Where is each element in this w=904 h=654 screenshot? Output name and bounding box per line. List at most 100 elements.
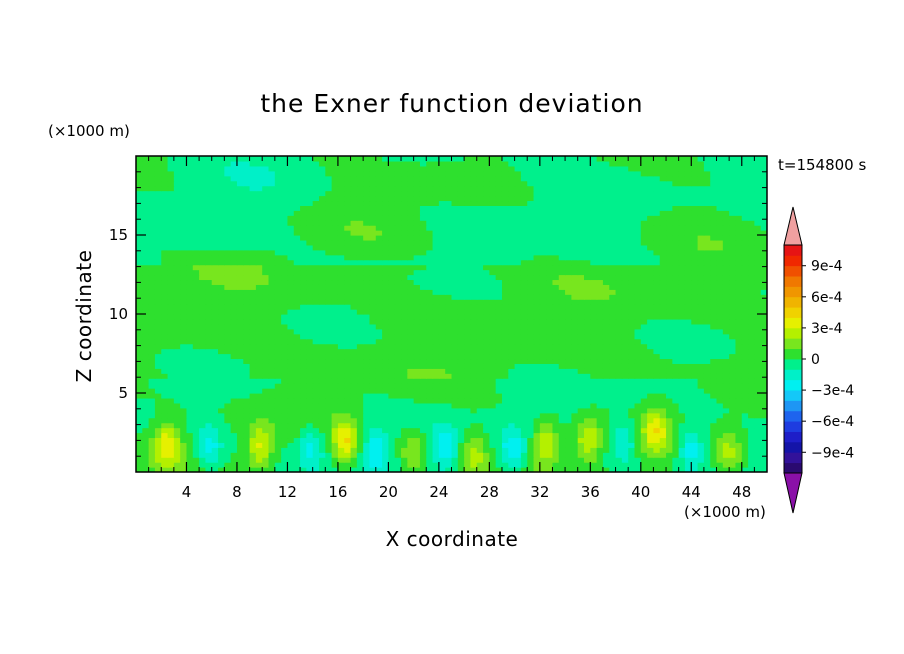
field-cell bbox=[445, 437, 453, 443]
field-cell bbox=[640, 294, 648, 300]
field-cell bbox=[527, 289, 535, 295]
field-cell bbox=[464, 304, 472, 310]
field-cell bbox=[520, 309, 528, 315]
field-cell bbox=[382, 294, 389, 300]
field-cell bbox=[274, 259, 282, 266]
field-cell bbox=[218, 249, 225, 256]
field-cell bbox=[249, 348, 257, 355]
field-cell bbox=[331, 343, 339, 350]
field-cell bbox=[419, 304, 427, 310]
field-cell bbox=[161, 368, 169, 374]
field-cell bbox=[678, 343, 686, 350]
field-cell bbox=[533, 447, 541, 453]
field-cell bbox=[350, 239, 358, 246]
field-cell bbox=[527, 235, 535, 241]
field-cell bbox=[470, 343, 478, 350]
field-cell bbox=[274, 274, 282, 281]
field-cell bbox=[344, 388, 352, 394]
field-cell bbox=[483, 383, 490, 389]
field-cell bbox=[722, 412, 730, 419]
field-cell bbox=[647, 427, 655, 434]
field-cell bbox=[647, 338, 655, 345]
field-cell bbox=[672, 432, 680, 439]
field-cell bbox=[565, 323, 572, 330]
field-cell bbox=[678, 264, 686, 271]
field-cell bbox=[350, 314, 358, 320]
field-cell bbox=[407, 239, 415, 246]
field-cell bbox=[716, 244, 724, 251]
field-cell bbox=[426, 279, 434, 285]
field-cell bbox=[287, 279, 295, 285]
field-cell bbox=[293, 279, 301, 285]
field-cell bbox=[230, 363, 238, 369]
field-cell bbox=[281, 373, 289, 379]
field-cell bbox=[602, 368, 610, 374]
field-cell bbox=[142, 225, 150, 231]
field-cell bbox=[672, 368, 680, 374]
field-cell bbox=[218, 388, 225, 394]
field-cell bbox=[281, 447, 289, 453]
field-cell bbox=[249, 299, 257, 305]
field-cell bbox=[539, 378, 547, 384]
field-cell bbox=[136, 467, 143, 472]
field-cell bbox=[243, 343, 251, 350]
field-cell bbox=[464, 299, 472, 305]
field-cell bbox=[533, 373, 541, 379]
field-cell bbox=[350, 254, 358, 261]
field-cell bbox=[716, 397, 724, 404]
field-cell bbox=[615, 264, 623, 271]
field-cell bbox=[590, 343, 598, 350]
field-cell bbox=[760, 452, 767, 458]
field-cell bbox=[293, 318, 301, 325]
field-cell bbox=[621, 467, 629, 472]
field-cell bbox=[546, 393, 554, 399]
field-cell bbox=[180, 284, 188, 290]
field-cell bbox=[514, 259, 522, 266]
field-cell bbox=[470, 348, 478, 355]
field-cell bbox=[615, 225, 623, 231]
field-cell bbox=[722, 244, 730, 251]
field-cell bbox=[729, 353, 737, 360]
field-cell bbox=[584, 239, 591, 246]
field-cell bbox=[199, 348, 207, 355]
field-cell bbox=[243, 299, 251, 305]
field-cell bbox=[180, 338, 188, 345]
field-cell bbox=[659, 284, 667, 290]
field-cell bbox=[628, 422, 636, 429]
field-cell bbox=[539, 368, 547, 374]
field-cell bbox=[432, 259, 440, 266]
field-cell bbox=[407, 323, 415, 330]
field-cell bbox=[287, 323, 295, 330]
field-cell bbox=[451, 309, 459, 315]
field-cell bbox=[691, 427, 699, 434]
field-cell bbox=[300, 318, 307, 325]
field-cell bbox=[558, 244, 566, 251]
field-cell bbox=[262, 318, 270, 325]
field-cell bbox=[426, 432, 434, 439]
field-cell bbox=[318, 284, 326, 290]
field-cell bbox=[388, 264, 396, 271]
field-cell bbox=[318, 274, 326, 281]
field-cell bbox=[615, 353, 623, 360]
field-cell bbox=[375, 358, 383, 364]
field-cell bbox=[192, 294, 200, 300]
field-cell bbox=[527, 432, 535, 439]
field-cell bbox=[243, 235, 251, 241]
field-cell bbox=[514, 388, 522, 394]
field-cell bbox=[300, 402, 307, 409]
field-cell bbox=[306, 294, 314, 300]
field-cell bbox=[432, 299, 440, 305]
field-cell bbox=[230, 279, 238, 285]
field-cell bbox=[609, 462, 617, 468]
field-cell bbox=[318, 304, 326, 310]
field-cell bbox=[255, 294, 263, 300]
field-cell bbox=[615, 388, 623, 394]
field-cell bbox=[546, 363, 554, 369]
field-cell bbox=[255, 452, 263, 458]
field-cell bbox=[533, 225, 541, 231]
field-cell bbox=[426, 299, 434, 305]
field-cell bbox=[382, 279, 389, 285]
field-cell bbox=[533, 412, 541, 419]
field-cell bbox=[300, 378, 307, 384]
field-cell bbox=[148, 343, 156, 350]
